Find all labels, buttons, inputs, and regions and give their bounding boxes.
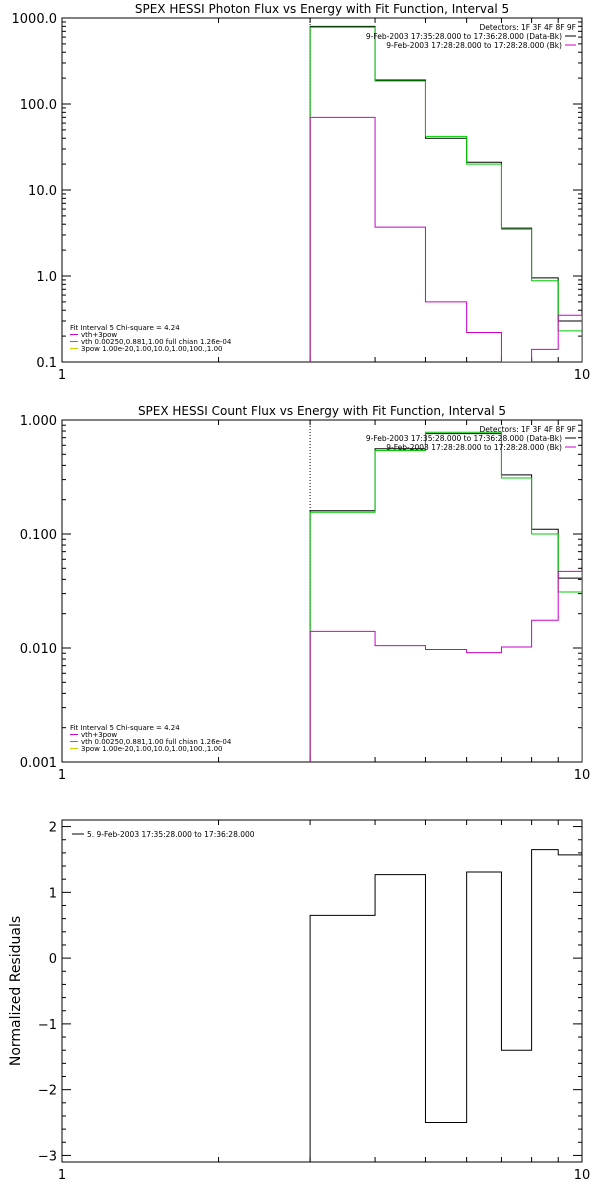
series-line-2 [309,431,582,762]
plot-area [309,849,582,1162]
plot-area [309,431,582,762]
y-tick-label: 2 [49,821,57,836]
legend-header: Detectors: 1F 3F 4F 8F 9F [480,23,576,32]
fit-legend-label: vth+3pow [81,331,117,339]
fit-legend-label: 3pow 1.00e-20,1.00,10.0,1.00,100.,1.00 [81,345,223,353]
y-axis-label: Normalized Residuals [8,916,24,1066]
legend-entry-label: 9-Feb-2003 17:28:28.000 to 17:28:28.000 … [386,41,562,50]
fit-legend-label: vth+3pow [81,731,117,739]
y-tick-label: 1 [49,886,57,901]
fit-legend-label: vth 0.00250,0.881,1.00 full chian 1.26e-… [81,338,232,346]
y-tick-label: 100.0 [20,98,57,113]
plot-frame [61,17,583,363]
y-tick-label: 1.0 [36,270,57,285]
y-tick-label: 10.0 [28,184,57,199]
series-line-3 [309,570,582,762]
y-tick-label: 1000.0 [12,12,58,27]
y-tick-label: 0.001 [20,756,57,771]
plot-frame [61,419,583,763]
y-tick-label: 1.000 [20,414,57,429]
series-line-1 [309,433,582,762]
fit-legend-label: 3pow 1.00e-20,1.00,10.0,1.00,100.,1.00 [81,745,223,753]
y-tick-label: 0.100 [20,528,57,543]
series-line-2 [309,26,582,362]
series-line-1 [309,849,582,1162]
y-tick-label: 0 [49,952,57,967]
y-tick-label: 0.1 [36,356,57,371]
legend-entry-label: 5. 9-Feb-2003 17:35:28.000 to 17:36:28.0… [87,830,255,839]
legend-header: Detectors: 1F 3F 4F 8F 9F [480,425,576,434]
y-tick-label: −3 [38,1149,57,1164]
x-tick-label: 10 [574,1168,591,1183]
chart-title: SPEX HESSI Count Flux vs Energy with Fit… [138,404,506,418]
x-tick-label: 10 [574,768,591,783]
y-tick-label: −2 [38,1084,57,1099]
chart-panel-2: SPEX HESSI Count Flux vs Energy with Fit… [20,404,590,783]
legend-entry-label: 9-Feb-2003 17:35:28.000 to 17:36:28.000 … [366,434,562,443]
plot-area [309,25,582,362]
plot-frame [61,819,583,1163]
chart-title: SPEX HESSI Photon Flux vs Energy with Fi… [135,2,509,16]
x-tick-label: 1 [58,1168,66,1183]
chart-panel-1: SPEX HESSI Photon Flux vs Energy with Fi… [12,2,591,383]
fit-legend-header: Fit Interval 5 Chi-square = 4.24 [70,324,180,332]
x-tick-label: 1 [58,768,66,783]
y-tick-label: 0.010 [20,642,57,657]
y-tick-label: −1 [38,1018,57,1033]
legend-entry-label: 9-Feb-2003 17:35:28.000 to 17:36:28.000 … [366,32,562,41]
series-line-1 [309,25,582,362]
fit-legend-header: Fit Interval 5 Chi-square = 4.24 [70,724,180,732]
legend-entry-label: 9-Feb-2003 17:28:28.000 to 17:28:28.000 … [386,443,562,452]
x-tick-label: 1 [58,368,66,383]
series-line-3 [309,116,582,362]
fit-legend-label: vth 0.00250,0.881,1.00 full chian 1.26e-… [81,738,232,746]
x-tick-label: 10 [574,368,591,383]
